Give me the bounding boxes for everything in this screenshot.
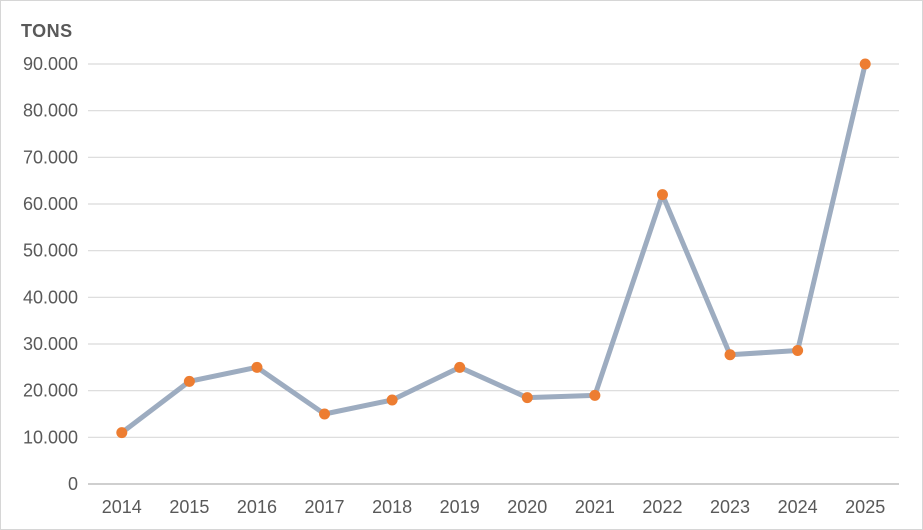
data-point-marker — [116, 427, 128, 439]
data-line — [119, 61, 868, 436]
data-point-marker — [454, 361, 466, 373]
x-tick-label: 2018 — [372, 497, 412, 517]
y-tick-label: 10.000 — [23, 427, 78, 447]
y-axis-title: TONS — [21, 21, 73, 41]
data-point-marker — [724, 349, 736, 361]
y-tick-label: 70.000 — [23, 147, 78, 167]
data-point-marker — [589, 389, 601, 401]
x-tick-label: 2022 — [642, 497, 682, 517]
x-tick-label: 2019 — [440, 497, 480, 517]
y-tick-label: 20.000 — [23, 381, 78, 401]
y-tick-label: 60.000 — [23, 194, 78, 214]
x-tick-label: 2020 — [507, 497, 547, 517]
data-point-marker — [319, 408, 331, 420]
data-point-marker — [656, 189, 668, 201]
x-tick-label: 2016 — [237, 497, 277, 517]
x-tick-label: 2025 — [845, 497, 885, 517]
data-point-marker — [792, 345, 804, 357]
data-point-marker — [251, 361, 263, 373]
x-tick-label: 2017 — [305, 497, 345, 517]
data-point-marker — [386, 394, 398, 406]
x-tick-label: 2021 — [575, 497, 615, 517]
y-tick-label: 0 — [68, 474, 78, 494]
y-tick-label: 90.000 — [23, 54, 78, 74]
y-tick-label: 80.000 — [23, 101, 78, 121]
y-tick-label: 30.000 — [23, 334, 78, 354]
data-point-marker — [183, 375, 195, 387]
x-tick-label: 2023 — [710, 497, 750, 517]
x-tick-label: 2014 — [102, 497, 142, 517]
data-point-marker — [521, 392, 533, 404]
data-point-marker — [859, 58, 871, 70]
y-tick-label: 40.000 — [23, 287, 78, 307]
y-tick-label: 50.000 — [23, 241, 78, 261]
x-tick-label: 2024 — [778, 497, 818, 517]
x-tick-label: 2015 — [169, 497, 209, 517]
